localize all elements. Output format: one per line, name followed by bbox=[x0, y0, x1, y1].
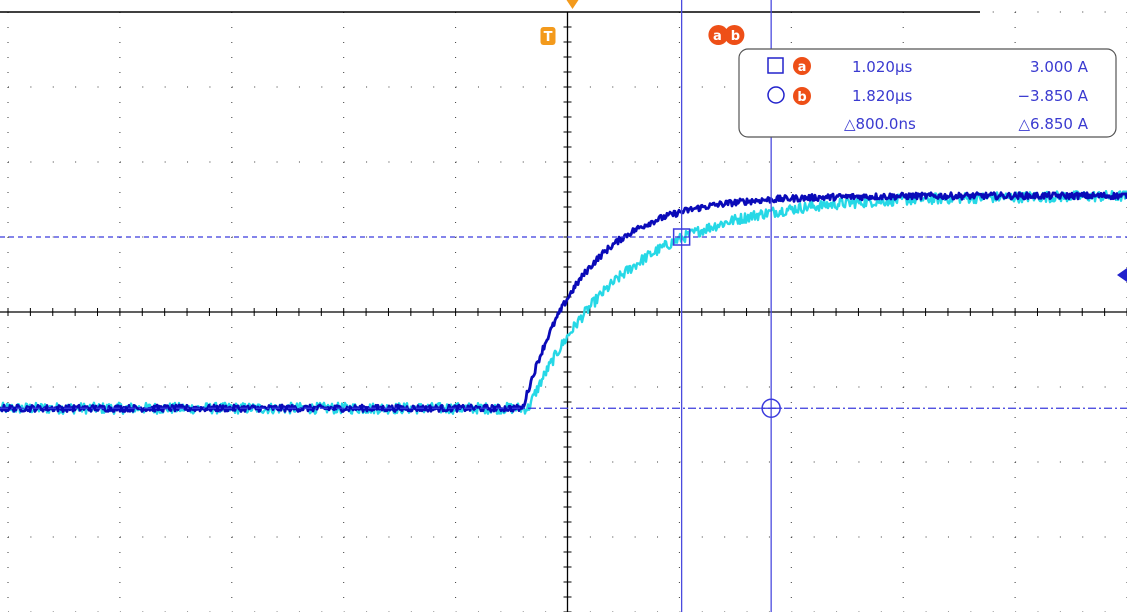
graticule-grid bbox=[0, 11, 1127, 612]
circle-marker-icon bbox=[767, 86, 785, 104]
cursor-a-top-badge-icon bbox=[708, 25, 729, 45]
readout-frame bbox=[738, 48, 1117, 138]
cursor-a-top-badge-label: a bbox=[713, 29, 722, 44]
cursor-b-badge-icon bbox=[793, 87, 811, 105]
waveform-traces bbox=[0, 189, 1127, 415]
cursor-b-value: −3.850 A bbox=[1017, 87, 1088, 105]
cursor-a-square-icon bbox=[672, 228, 691, 246]
delta-value: △6.850 A bbox=[1018, 115, 1088, 133]
cursor-b-badge-label: b bbox=[797, 90, 806, 105]
trigger-position-arrow-icon bbox=[566, 0, 579, 9]
cursor-b-top-badge-label: b bbox=[731, 29, 740, 44]
cursor-readout-box: a b 1.020µs 3.000 A 1.820µs −3.850 A △80… bbox=[738, 48, 1117, 138]
cursor-a-time: 1.020µs bbox=[852, 58, 912, 76]
cursor-b-top-badge-icon bbox=[724, 25, 745, 45]
cursor-a-badge-icon bbox=[793, 57, 811, 75]
cursor-a-badge-label: a bbox=[798, 60, 807, 75]
delta-time: △800.0ns bbox=[844, 115, 916, 133]
channel-offset-marker-icon bbox=[1117, 268, 1127, 282]
trigger-badge-icon bbox=[540, 27, 556, 45]
square-marker-icon bbox=[767, 57, 784, 74]
trigger-badge-label: T bbox=[544, 30, 553, 45]
trace-dark-blue-line bbox=[0, 191, 1127, 413]
cursor-a-value: 3.000 A bbox=[1030, 58, 1089, 76]
cursor-b-time: 1.820µs bbox=[852, 87, 912, 105]
